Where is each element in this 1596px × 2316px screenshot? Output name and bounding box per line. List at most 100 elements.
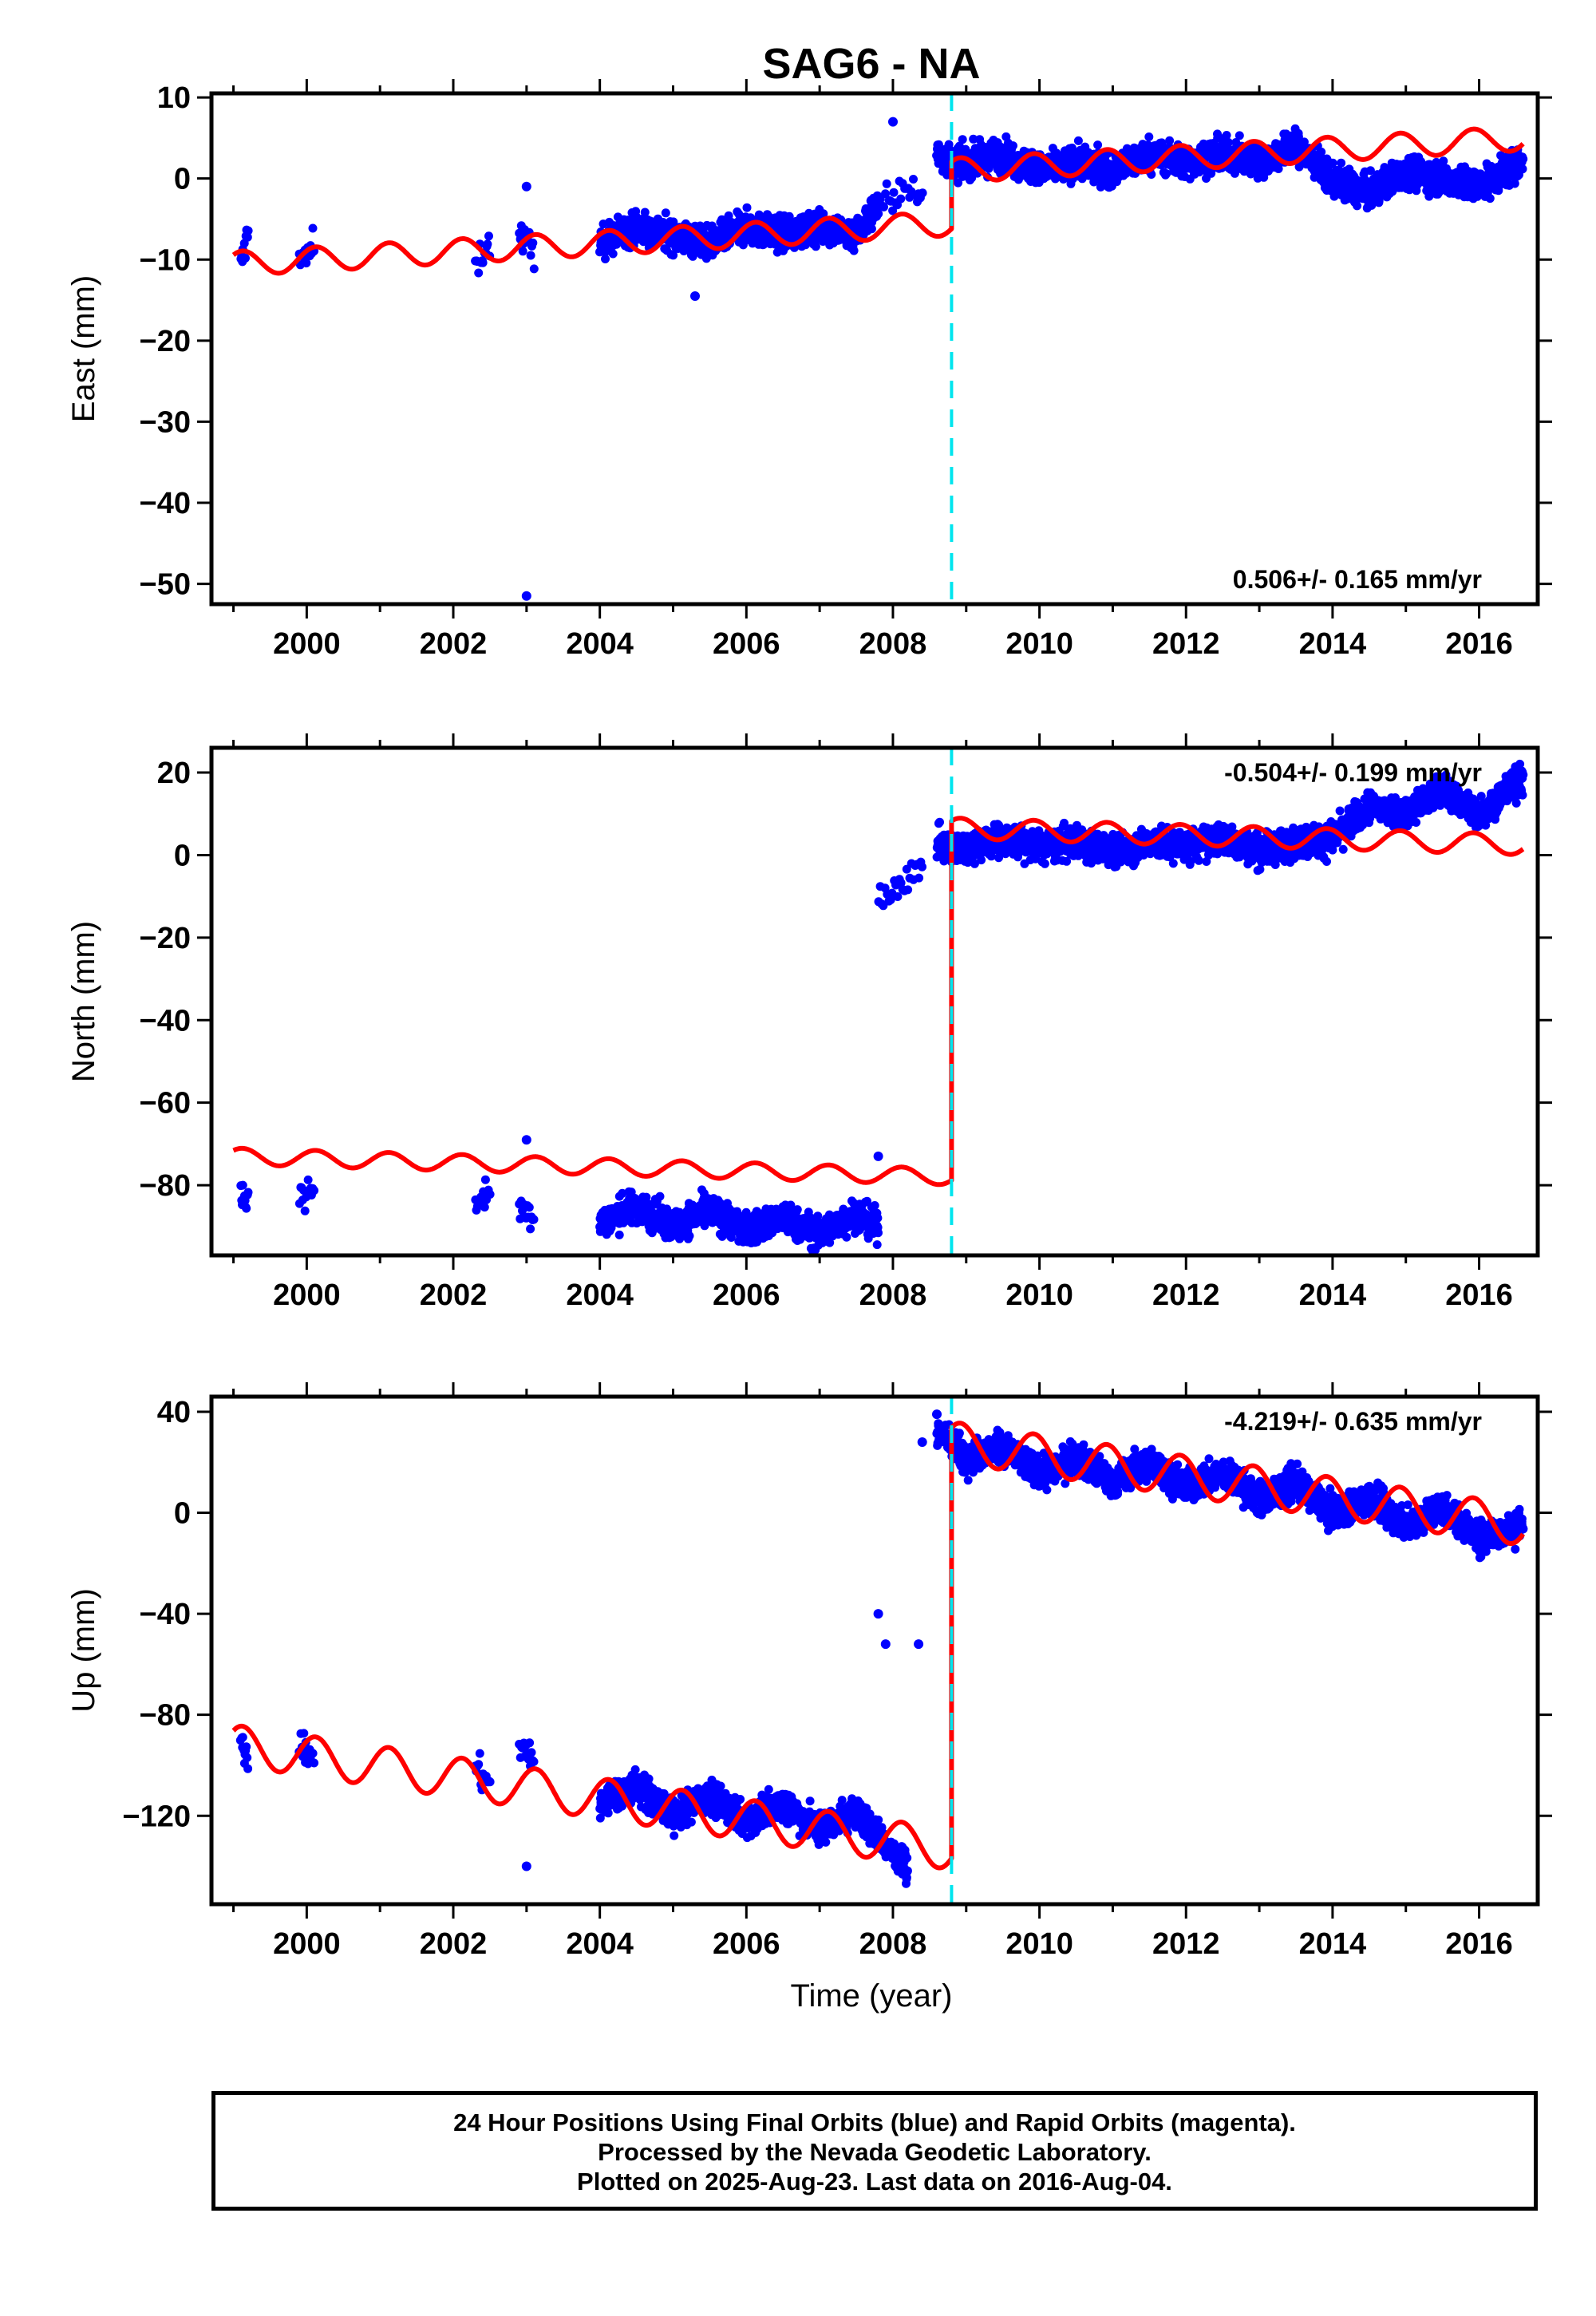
north-data-point [685,1231,694,1241]
east-data-point [1353,201,1362,211]
east-data-point [867,224,876,234]
north-data-point [918,862,926,871]
east-data-point [742,203,752,212]
east-data-point [879,202,888,211]
east-data-point [896,194,906,204]
east-y-axis-label: East (mm) [66,275,101,422]
east-data-point [661,208,670,218]
east-data-point [1337,158,1346,168]
east-rate-label: 0.506+/- 0.165 mm/yr [1233,565,1482,594]
east-data-point [1519,154,1528,164]
north-data-point [935,817,944,827]
east-data-point [849,246,859,255]
east-x-tick-label: 2014 [1299,627,1367,661]
east-data-point [529,264,539,274]
east-data-point [640,207,650,217]
north-data-point [903,885,913,895]
north-data-point [792,1205,802,1215]
north-data-point [303,1175,313,1184]
east-data-point [1439,156,1448,166]
east-x-tick-label: 2008 [859,627,927,661]
east-data-point [888,206,898,215]
east-data-point [909,175,918,184]
east-data-point [874,209,883,219]
east-data-point [474,268,484,278]
north-data-point [893,892,903,901]
east-data-point [601,255,610,263]
east-data-point [1165,136,1175,145]
east-data-point [882,179,891,188]
north-data-point [842,1232,851,1242]
east-x-tick-label: 2004 [566,627,634,661]
east-outlier-point [521,591,531,601]
north-data-point [874,1228,883,1238]
east-data-point [528,238,538,247]
east-data-point [1235,131,1244,140]
east-data-point [478,258,488,267]
north-data-point [300,1206,310,1215]
east-data-point [526,251,535,260]
east-data-point [1073,136,1083,145]
east-data-point [243,226,253,235]
east-data-point [969,134,978,144]
east-data-point [669,251,678,260]
north-data-point [243,1188,253,1197]
north-data-point [524,1203,534,1212]
east-y-tick-label: −20 [140,325,191,358]
chart-title: SAG6 - NA [762,40,980,88]
east-data-point [484,231,493,241]
north-data-point [873,1213,883,1223]
east-y-tick-label: −10 [140,243,191,277]
east-data-point [819,209,828,219]
north-data-point [870,1201,879,1210]
north-data-point [480,1203,489,1212]
east-data-point [1144,132,1154,141]
east-x-tick-label: 2012 [1152,627,1220,661]
east-data-point [958,135,967,144]
east-data-point [1223,138,1233,147]
east-data-point [1518,164,1527,174]
east-x-tick-label: 2002 [420,627,488,661]
north-plot-area [231,748,1528,1255]
east-panel: 2000 2002 2004 2006 2008 2010 2012 2014 2016 10 0 −… [66,79,1552,661]
east-x-tick-label: 2000 [273,627,341,661]
north-data-point [529,1215,539,1224]
east-outlier-point [690,291,700,301]
north-data-point [238,1180,247,1190]
north-data-point [977,856,986,865]
north-data-point [526,1224,535,1234]
east-data-point [518,247,527,256]
north-data-point [480,1175,490,1184]
east-data-point [954,178,963,188]
east-data-point [1093,140,1103,150]
east-data-point [308,223,318,233]
east-x-tick-label: 2016 [1445,627,1513,661]
east-data-point [608,249,618,259]
north-data-point [915,873,924,883]
east-y-tick-label: 10 [157,81,191,115]
east-y-tick-label: −30 [140,405,191,439]
east-plot-area [231,93,1528,604]
east-data-point [889,188,899,197]
east-data-point [1485,194,1495,204]
east-x-tick-label: 2006 [713,627,780,661]
east-data-point [881,189,890,199]
north-data-point [655,1192,665,1201]
east-data-point [243,232,252,242]
north-data-point [614,1230,624,1239]
east-y-tick-label: −40 [140,487,191,520]
east-x-tick-label: 2010 [1005,627,1073,661]
east-data-point [1009,141,1017,151]
east-outlier-point [521,181,531,192]
east-data-point [483,239,492,249]
east-data-point [241,254,250,263]
north-data-point [242,1203,251,1213]
east-y-tick-label: 0 [174,163,191,196]
north-panel: 2000 2002 2004 2006 2008 2010 2012 2014 2016200−… [66,733,1552,1312]
east-data-point [811,242,820,251]
north-data-point [485,1190,495,1199]
east-y-tick-label: −50 [140,568,191,602]
east-outlier-point [888,117,898,127]
north-data-point [1040,859,1049,868]
